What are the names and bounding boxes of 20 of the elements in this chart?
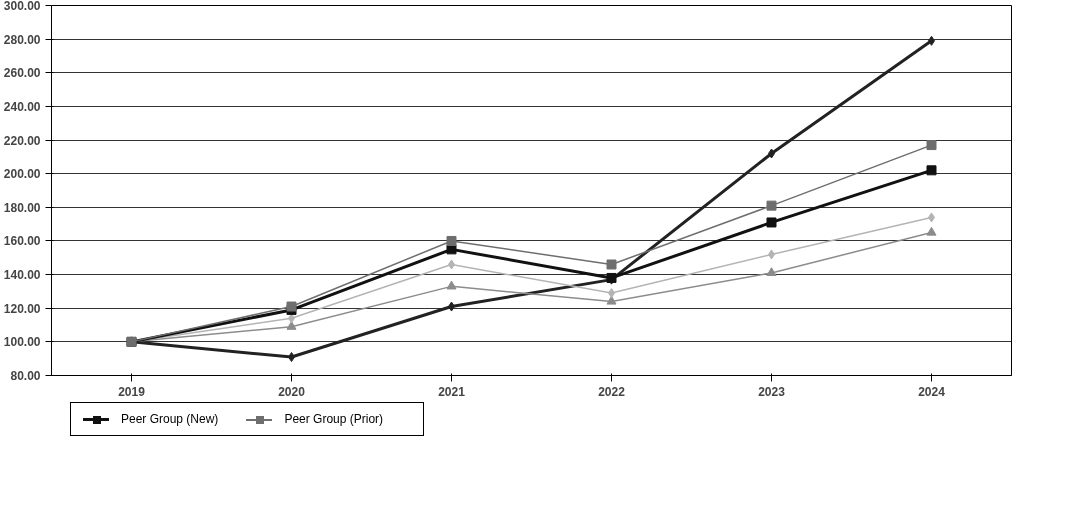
x-tick-label: 2021 (438, 384, 466, 399)
x-tick-label: 2019 (118, 384, 146, 399)
y-tick-label: 120.00 (3, 301, 41, 316)
y-tick-label: 100.00 (3, 335, 41, 350)
y-tick-label: 240.00 (3, 99, 41, 114)
legend-label: Peer Group (New) (120, 410, 219, 428)
x-tick-label: 2022 (598, 384, 626, 399)
y-tick-label: 200.00 (3, 167, 41, 182)
y-tick-label: 180.00 (3, 200, 41, 215)
y-tick-label: 160.00 (3, 234, 41, 249)
x-tick-label: 2020 (278, 384, 306, 399)
y-tick-label: 280.00 (3, 32, 41, 47)
x-tick-label: 2023 (758, 384, 786, 399)
y-tick-label: 80.00 (10, 369, 41, 383)
legend-label: Peer Group (Prior) (283, 411, 384, 429)
y-tick-label: 260.00 (3, 66, 41, 81)
y-tick-label: 220.00 (3, 133, 41, 148)
y-tick-label: 140.00 (3, 268, 41, 283)
y-tick-label: 300.00 (3, 0, 41, 13)
x-tick-label: 2024 (918, 384, 946, 399)
